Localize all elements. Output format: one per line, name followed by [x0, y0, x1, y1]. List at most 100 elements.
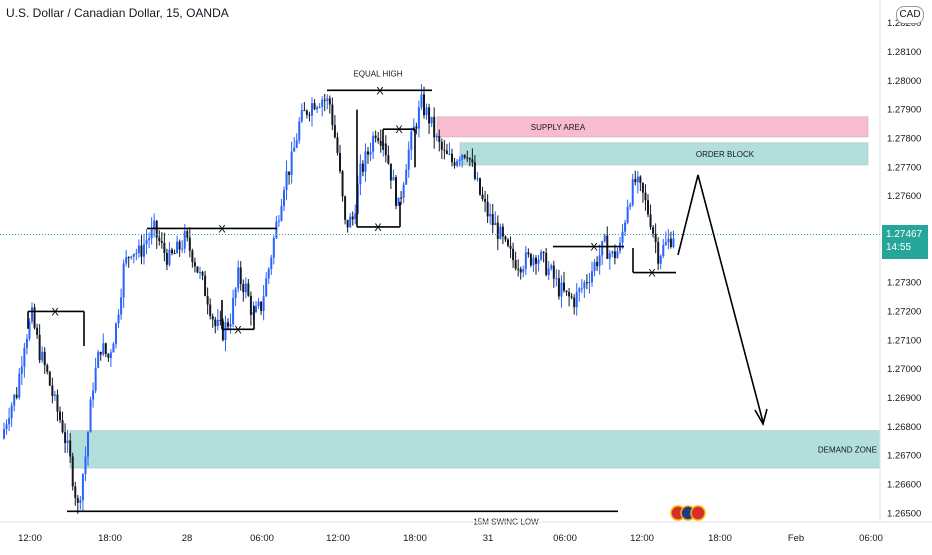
candle-body — [204, 275, 207, 296]
candle-body — [522, 269, 525, 273]
candle-body — [8, 418, 11, 425]
candle-body — [188, 237, 191, 251]
candle-body — [514, 260, 517, 269]
x-marker: X — [648, 268, 656, 280]
candle-body — [509, 245, 512, 249]
x-marker: X — [51, 306, 59, 318]
candle-body — [621, 231, 624, 243]
candle-body — [491, 214, 494, 226]
candle-body — [644, 192, 647, 201]
candle-body — [277, 220, 280, 222]
candle-body — [285, 171, 288, 191]
candle-body — [137, 245, 140, 254]
economic-events-flags-icon[interactable] — [670, 505, 708, 521]
price-tick-label: 1.26800 — [887, 422, 921, 433]
candle-body — [196, 266, 199, 273]
candle-body — [148, 238, 151, 241]
candle-body — [20, 366, 23, 374]
candle-body — [69, 440, 72, 457]
candle-body — [461, 155, 464, 160]
candle-body — [512, 248, 515, 261]
candle-body — [313, 103, 316, 110]
candle-body — [92, 390, 95, 400]
candle-body — [298, 121, 301, 141]
candle-body — [247, 283, 250, 296]
candle-body — [537, 259, 540, 264]
candle-body — [237, 267, 240, 289]
candle-body — [473, 162, 476, 179]
candle-body — [659, 255, 662, 264]
demand-zone-label: DEMAND ZONE — [818, 445, 877, 454]
candle-body — [550, 265, 553, 269]
candle-body — [193, 262, 196, 267]
price-tick-label: 1.27300 — [887, 278, 921, 289]
candle-body — [578, 288, 581, 292]
candle-body — [97, 351, 100, 368]
candle-body — [48, 371, 51, 386]
candle-body — [288, 171, 291, 175]
candle-body — [555, 278, 558, 280]
demand-zone — [69, 430, 881, 469]
candle-body — [300, 110, 303, 122]
symbol-title: U.S. Dollar / Canadian Dollar, 15, OANDA — [6, 6, 229, 20]
candle-body — [504, 236, 507, 240]
candle-body — [535, 257, 537, 264]
candle-body — [51, 385, 54, 396]
time-tick-label: 06:00 — [859, 533, 883, 544]
candle-body — [199, 271, 201, 273]
candle-body — [61, 420, 64, 433]
candle-body — [486, 201, 489, 217]
candle-body — [107, 353, 110, 358]
candle-body — [453, 162, 456, 166]
candle-body — [104, 343, 107, 354]
price-tick-label: 1.27000 — [887, 364, 921, 375]
candle-body — [201, 271, 204, 276]
candle-body — [242, 284, 245, 293]
candle-body — [652, 227, 655, 234]
candle-body — [66, 440, 69, 444]
candle-body — [323, 99, 326, 101]
candle-body — [260, 301, 263, 311]
candle-body — [641, 182, 644, 193]
time-tick-label: 18:00 — [708, 533, 732, 544]
order-block-zone-label: ORDER BLOCK — [696, 150, 755, 159]
candle-body — [611, 251, 614, 254]
candle-body — [672, 238, 675, 247]
candle-body — [89, 399, 92, 433]
candle-body — [468, 158, 471, 160]
candle-body — [575, 291, 578, 308]
candle-body — [127, 257, 130, 259]
supply-area-zone-label: SUPPLY AREA — [531, 123, 586, 132]
x-marker: X — [376, 85, 384, 97]
candle-body — [568, 291, 571, 297]
price-tick-label: 1.27200 — [887, 306, 921, 317]
candle-body — [613, 251, 616, 259]
price-tick-label: 1.27900 — [887, 105, 921, 116]
candle-body — [168, 249, 171, 265]
candle-body — [601, 241, 604, 256]
candle-body — [112, 343, 115, 353]
candle-body — [122, 263, 125, 298]
candle-body — [290, 151, 293, 175]
candle-body — [318, 106, 321, 108]
candle-body — [18, 373, 21, 398]
candle-body — [519, 268, 522, 273]
currency-badge[interactable]: CAD — [896, 6, 924, 24]
candle-body — [356, 184, 359, 214]
x-marker: X — [218, 223, 226, 235]
price-tick-label: 1.28000 — [887, 76, 921, 87]
candle-body — [420, 94, 423, 108]
candle-body — [173, 253, 176, 255]
candle-body — [361, 163, 364, 172]
candle-body — [186, 231, 189, 238]
candle-body — [31, 307, 33, 322]
candle-body — [372, 135, 375, 152]
candle-body — [308, 114, 311, 116]
candle-body — [591, 271, 593, 283]
candle-body — [158, 237, 161, 242]
price-tick-label: 1.27100 — [887, 335, 921, 346]
time-tick-label: 18:00 — [403, 533, 427, 544]
candle-body — [649, 214, 652, 228]
